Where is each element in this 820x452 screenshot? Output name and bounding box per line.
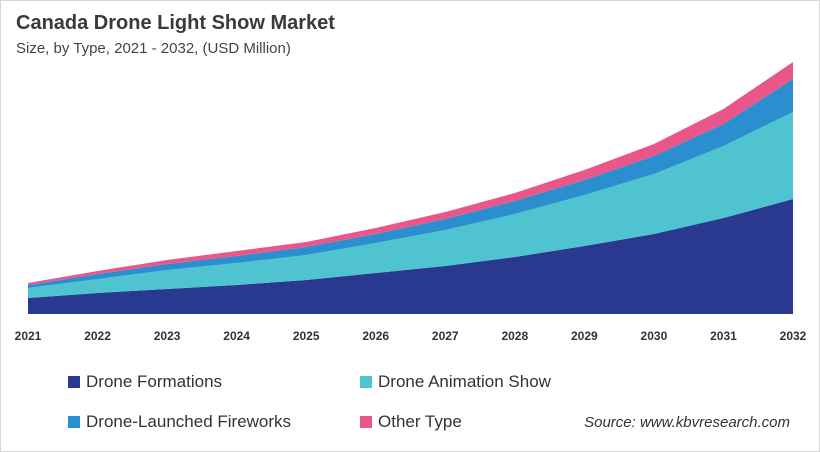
x-tick-label: 2024 — [223, 329, 250, 343]
legend-swatch — [68, 416, 80, 428]
legend-item: Drone Formations — [68, 372, 222, 392]
legend-item: Other Type — [360, 412, 462, 432]
x-tick-label: 2023 — [154, 329, 181, 343]
x-tick-label: 2031 — [710, 329, 737, 343]
area-drone-animation-show — [28, 112, 793, 298]
legend-label: Drone-Launched Fireworks — [86, 412, 292, 431]
x-tick-label: 2022 — [84, 329, 111, 343]
area-drone-formations — [28, 199, 793, 314]
legend-item: Drone-Launched Fireworks — [68, 412, 291, 432]
chart-title: Canada Drone Light Show Market — [16, 12, 335, 34]
x-tick-label: 2025 — [293, 329, 320, 343]
source-note: Source: www.kbvresearch.com — [584, 414, 790, 431]
x-tick-label: 2028 — [501, 329, 528, 343]
chart-subtitle: Size, by Type, 2021 - 2032, (USD Million… — [16, 40, 291, 57]
legend-item: Drone Animation Show — [360, 372, 551, 392]
legend-label: Drone Formations — [86, 372, 223, 391]
x-tick-label: 2021 — [15, 329, 42, 343]
legend-swatch — [68, 376, 80, 388]
legend-label: Other Type — [378, 412, 462, 431]
x-tick-label: 2027 — [432, 329, 459, 343]
x-tick-label: 2032 — [780, 329, 807, 343]
legend-swatch — [360, 416, 372, 428]
legend-label: Drone Animation Show — [378, 372, 551, 391]
x-tick-label: 2026 — [362, 329, 389, 343]
legend-swatch — [360, 376, 372, 388]
x-tick-label: 2029 — [571, 329, 598, 343]
x-tick-label: 2030 — [641, 329, 668, 343]
